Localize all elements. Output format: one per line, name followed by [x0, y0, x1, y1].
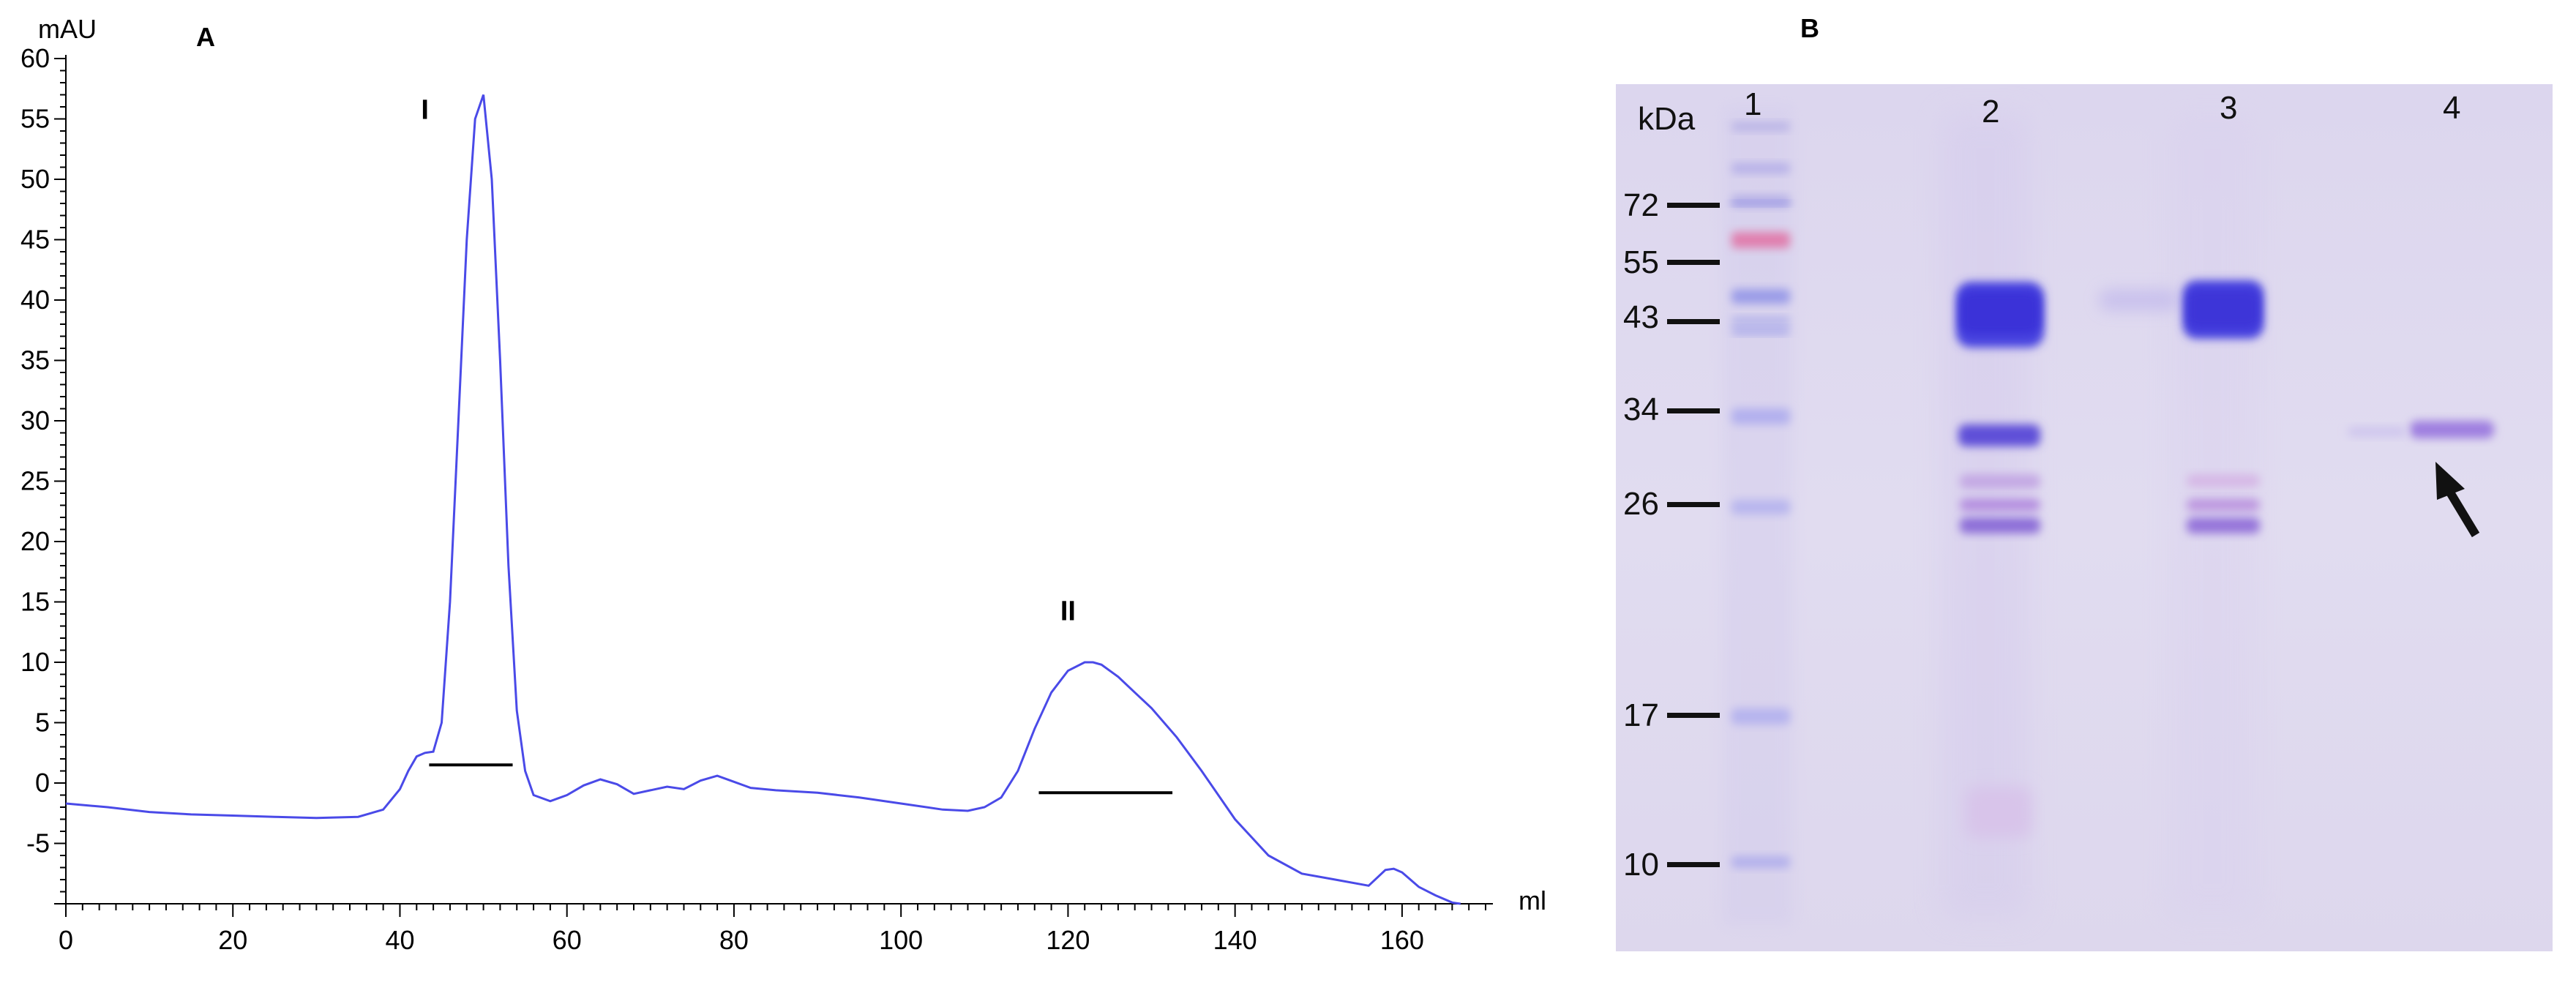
- y-tick-label: 25: [20, 466, 50, 496]
- y-tick-label: 45: [20, 225, 50, 255]
- panel-label-a: A: [196, 22, 215, 52]
- x-tick-label: 0: [59, 925, 73, 955]
- chromatogram-trace: [65, 94, 1461, 905]
- y-tick-label: 35: [20, 345, 50, 375]
- y-tick-label: 30: [20, 405, 50, 435]
- smudge: [2099, 289, 2179, 311]
- lane-4-band: [2410, 421, 2494, 438]
- peak-label: II: [1060, 596, 1076, 626]
- y-tick-label: -5: [26, 828, 50, 858]
- marker-label-72: 72: [1623, 187, 1659, 223]
- y-axis-label: mAU: [38, 14, 97, 44]
- arrow-icon: [2435, 462, 2480, 538]
- marker-label-34: 34: [1623, 392, 1659, 427]
- lane-2-smear: [1942, 113, 2029, 918]
- y-tick-label: 55: [20, 104, 50, 134]
- x-axis-label: ml: [1519, 885, 1546, 915]
- gel-image: kDa 1 2 3 4 72 55 43 34 26 17 10: [1623, 86, 2494, 926]
- panel-label-b: B: [1800, 13, 1819, 43]
- lane-label-1: 1: [1744, 86, 1761, 122]
- y-tick-label: 10: [20, 647, 50, 677]
- lane-1-smear: [1723, 106, 1793, 926]
- lane-3-bands: [2183, 280, 2264, 533]
- y-tick-label: 50: [20, 164, 50, 194]
- lane-label-2: 2: [1982, 94, 1999, 130]
- x-tick-label: 60: [553, 925, 582, 955]
- x-tick-label: 120: [1046, 925, 1090, 955]
- sds-page-gel: kDa 1 2 3 4 72 55 43 34 26 17 10: [1616, 84, 2553, 951]
- x-tick-label: 80: [719, 925, 749, 955]
- y-tick-label: 60: [20, 43, 50, 73]
- marker-ticks: [1667, 203, 1720, 867]
- lane-2-bands: [1956, 282, 2044, 838]
- lane-label-4: 4: [2443, 90, 2460, 126]
- y-tick-label: 5: [35, 708, 50, 738]
- marker-label-43: 43: [1623, 299, 1659, 335]
- chart-text: 0 20 40 60 80 100 120 140 160 -5 0 5 10 15 20 25 30 35 40 4…: [20, 14, 1546, 955]
- y-tick-label: 15: [20, 587, 50, 617]
- x-tick-label: 20: [218, 925, 247, 955]
- x-tick-label: 40: [385, 925, 414, 955]
- lane-3-smear: [2168, 113, 2256, 918]
- chart-axes: [54, 55, 1493, 917]
- marker-label-26: 26: [1623, 486, 1659, 522]
- peak-label: I: [421, 95, 429, 126]
- fraction-bars: [429, 763, 1173, 795]
- x-tick-label: 140: [1213, 925, 1257, 955]
- y-tick-label: 20: [20, 526, 50, 556]
- x-tick-label: 100: [879, 925, 923, 955]
- x-tick-label: 160: [1380, 925, 1424, 955]
- marker-label-17: 17: [1623, 697, 1659, 733]
- lane-label-3: 3: [2220, 90, 2237, 126]
- marker-label-55: 55: [1623, 244, 1659, 280]
- marker-label-10: 10: [1623, 847, 1659, 883]
- y-tick-label: 0: [35, 768, 50, 798]
- kda-label: kDa: [1638, 101, 1696, 137]
- y-tick-label: 40: [20, 285, 50, 315]
- chromatogram-chart: 0 20 40 60 80 100 120 140 160 -5 0 5 10 15 20 25 30 35 40 4…: [20, 14, 1546, 955]
- ladder-bands: [1731, 122, 1790, 868]
